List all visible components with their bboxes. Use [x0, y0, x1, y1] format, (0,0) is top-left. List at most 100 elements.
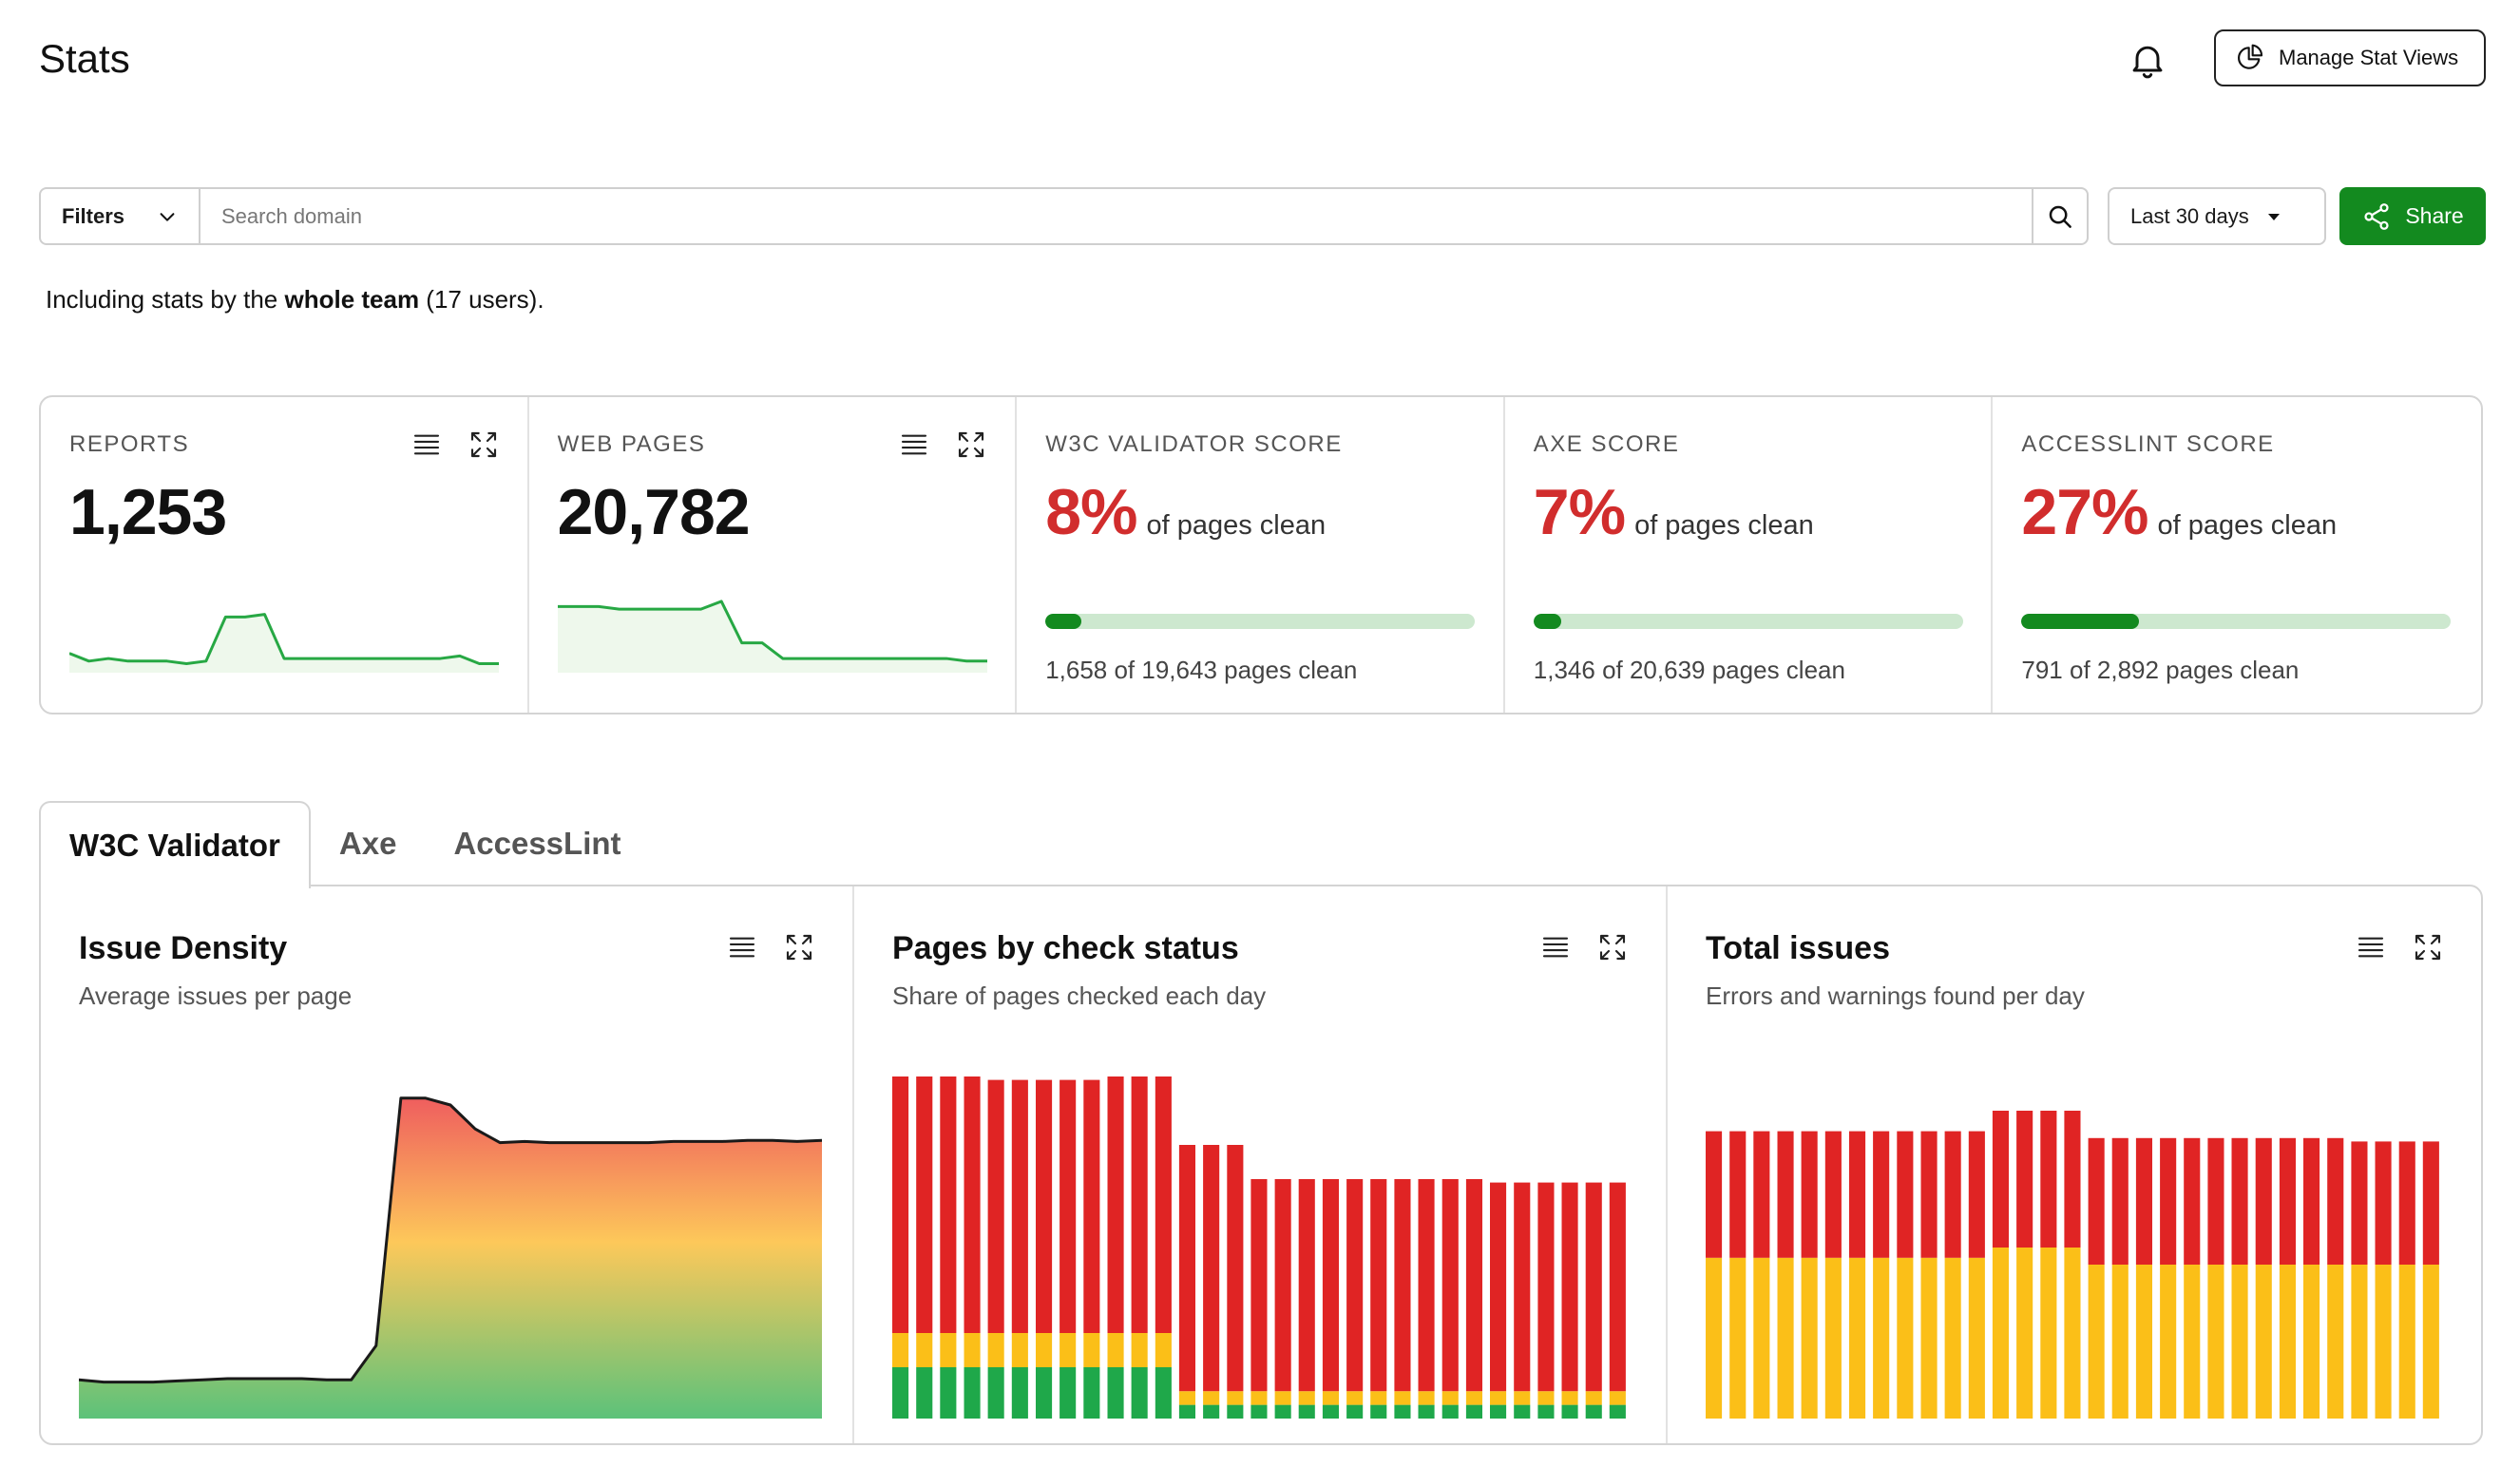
- density-area: [79, 1097, 822, 1419]
- sparkline-line: [69, 613, 499, 666]
- list-icon[interactable]: [1540, 932, 1571, 962]
- bar-segment: [1753, 1257, 1770, 1419]
- bar-segment: [1083, 1333, 1100, 1367]
- bar-segment: [2351, 1141, 2368, 1265]
- bar-segment: [1250, 1391, 1268, 1405]
- tab-accesslint[interactable]: AccessLint: [453, 826, 621, 861]
- accesslint-progress-bar: [2021, 614, 2452, 629]
- bar-segment: [1394, 1179, 1411, 1392]
- issue-density-title: Issue Density: [79, 930, 288, 966]
- tab-axe[interactable]: Axe: [338, 826, 397, 861]
- bar-segment: [1729, 1257, 1747, 1419]
- bar-segment: [2040, 1111, 2057, 1248]
- bar-segment: [1322, 1391, 1339, 1405]
- search-input[interactable]: [200, 189, 2032, 243]
- bar-segment: [916, 1367, 933, 1419]
- expand-icon[interactable]: [1597, 932, 1628, 962]
- stat-web-pages-label: WEB PAGES: [557, 431, 706, 457]
- bar-segment: [1274, 1179, 1291, 1392]
- checker-tabs: W3C Validator Axe AccessLint: [39, 801, 650, 888]
- bar-segment: [1537, 1391, 1555, 1405]
- bar-segment: [1322, 1179, 1339, 1392]
- bar-segment: [1514, 1391, 1531, 1405]
- list-icon[interactable]: [411, 429, 442, 460]
- bar-segment: [1011, 1333, 1028, 1367]
- bar-segment: [2111, 1137, 2129, 1265]
- bar-segment: [2160, 1265, 2177, 1419]
- web-pages-sparkline: [557, 600, 987, 673]
- bar-segment: [1465, 1404, 1482, 1419]
- bar-segment: [1203, 1404, 1220, 1419]
- bar-segment: [1131, 1076, 1148, 1333]
- density-line: [79, 1096, 822, 1384]
- bar-segment: [1083, 1079, 1100, 1333]
- issue-density-chart: Issue Density Average issues per page: [41, 886, 854, 1443]
- bar-segment: [1346, 1179, 1364, 1392]
- bar-segment: [1298, 1404, 1315, 1419]
- list-icon[interactable]: [727, 932, 757, 962]
- bar-segment: [964, 1333, 981, 1367]
- search-button[interactable]: [2032, 189, 2087, 243]
- stat-reports-label: REPORTS: [69, 431, 190, 457]
- bar-segment: [2279, 1265, 2296, 1419]
- bar-segment: [1897, 1257, 1914, 1419]
- pages-by-status-title: Pages by check status: [892, 930, 1239, 966]
- bar-segment: [1060, 1079, 1077, 1333]
- expand-icon[interactable]: [956, 429, 986, 460]
- bell-icon[interactable]: [2127, 38, 2168, 82]
- expand-icon[interactable]: [784, 932, 814, 962]
- bar-segment: [1585, 1182, 1602, 1392]
- bar-segment: [1155, 1333, 1172, 1367]
- bar-segment: [2016, 1248, 2033, 1419]
- bar-segment: [1418, 1404, 1435, 1419]
- bar-segment: [2184, 1265, 2201, 1419]
- bar-segment: [1490, 1182, 1507, 1392]
- filter-bar: Filters: [39, 187, 2089, 245]
- team-scope-note: Including stats by the whole team (17 us…: [46, 285, 544, 314]
- total-issues-plot: [1706, 1111, 2439, 1419]
- bar-segment: [1729, 1131, 1747, 1258]
- bar-segment: [1968, 1131, 1985, 1258]
- expand-icon[interactable]: [2413, 932, 2443, 962]
- stat-axe-caption: 1,346 of 20,639 pages clean: [1533, 656, 1845, 684]
- scope-prefix: Including stats by the: [46, 285, 285, 314]
- pie-chart-icon: [2238, 44, 2263, 69]
- stat-reports-value: 1,253: [69, 476, 227, 548]
- bar-segment: [987, 1333, 1004, 1367]
- bar-segment: [892, 1076, 909, 1333]
- issue-density-plot: [79, 1096, 822, 1419]
- bar-segment: [1131, 1367, 1148, 1419]
- bar-segment: [1298, 1391, 1315, 1405]
- page-title: Stats: [39, 36, 130, 81]
- list-icon[interactable]: [2356, 932, 2386, 962]
- date-range-select[interactable]: Last 30 days: [2108, 187, 2326, 245]
- issue-density-subtitle: Average issues per page: [79, 981, 353, 1010]
- bar-segment: [1824, 1131, 1842, 1258]
- w3c-progress-fill: [1045, 614, 1082, 629]
- bar-segment: [1203, 1391, 1220, 1405]
- total-issues-title: Total issues: [1706, 930, 1890, 966]
- bar-segment: [2255, 1137, 2272, 1265]
- bar-segment: [2327, 1137, 2344, 1265]
- expand-icon[interactable]: [468, 429, 499, 460]
- bar-segment: [1274, 1404, 1291, 1419]
- bar-segment: [1441, 1391, 1459, 1405]
- bar-segment: [1203, 1145, 1220, 1392]
- bar-segment: [1107, 1367, 1124, 1419]
- bar-segment: [940, 1367, 957, 1419]
- bar-segment: [1036, 1367, 1053, 1419]
- bar-segment: [1441, 1179, 1459, 1392]
- manage-stat-views-button[interactable]: Manage Stat Views: [2214, 29, 2486, 86]
- bar-segment: [1131, 1333, 1148, 1367]
- stat-axe-suffix: of pages clean: [1634, 510, 1814, 541]
- list-icon[interactable]: [899, 429, 929, 460]
- share-button[interactable]: Share: [2339, 187, 2486, 245]
- bar-segment: [1155, 1367, 1172, 1419]
- total-issues-chart: Total issues Errors and warnings found p…: [1668, 886, 2481, 1443]
- tab-w3c-validator[interactable]: W3C Validator: [39, 801, 311, 888]
- filters-dropdown[interactable]: Filters: [41, 189, 200, 243]
- bar-segment: [1060, 1333, 1077, 1367]
- bar-segment: [1250, 1404, 1268, 1419]
- charts-panel: Issue Density Average issues per page Pa…: [39, 885, 2483, 1445]
- scope-team: whole team: [284, 285, 420, 314]
